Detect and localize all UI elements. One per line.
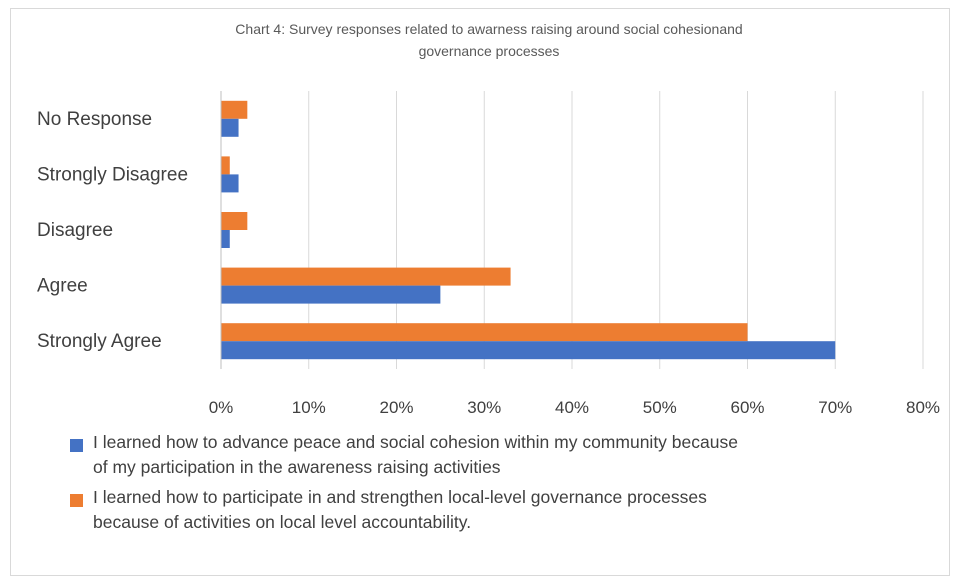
x-tick-label: 10% [292,398,326,417]
chart-frame: Chart 4: Survey responses related to awa… [10,8,950,576]
x-axis-ticks: 0% 10% 20% 30% 40% 50% 60% 70% 80% [209,398,940,417]
chart-title-line: Chart 4: Survey responses related to awa… [235,21,742,37]
bars [220,91,836,369]
bar [221,323,748,342]
legend-swatch [70,439,83,452]
category-label: Disagree [37,220,113,241]
bar [221,230,230,248]
x-tick-label: 0% [209,398,234,417]
x-tick-label: 30% [467,398,501,417]
bar [221,100,248,119]
legend: I learned how to advance peace and socia… [70,432,738,532]
legend-label: of my participation in the awareness rai… [93,457,501,477]
legend-label: because of activities on local level acc… [93,512,471,532]
category-label: Strongly Disagree [37,164,188,185]
bar [221,285,441,304]
legend-swatch [70,494,83,507]
legend-label: I learned how to participate in and stre… [93,487,707,507]
x-tick-label: 80% [906,398,940,417]
category-label: No Response [37,109,152,130]
x-tick-label: 60% [730,398,764,417]
bar [221,174,239,193]
x-tick-label: 20% [379,398,413,417]
bar-chart: Chart 4: Survey responses related to awa… [37,21,940,532]
chart-title-line: governance processes [419,43,560,59]
bar [221,118,239,137]
x-tick-label: 50% [643,398,677,417]
bar [221,156,230,175]
chart-title: Chart 4: Survey responses related to awa… [235,21,742,59]
gridlines [308,91,924,369]
x-tick-label: 40% [555,398,589,417]
legend-label: I learned how to advance peace and socia… [93,432,738,452]
category-label: Strongly Agree [37,331,162,352]
x-tick-label: 70% [818,398,852,417]
bar [221,341,836,360]
category-labels: No Response Strongly Disagree Disagree Agre… [37,109,188,352]
category-label: Agree [37,276,88,297]
bar [221,267,511,286]
bar [221,212,248,230]
